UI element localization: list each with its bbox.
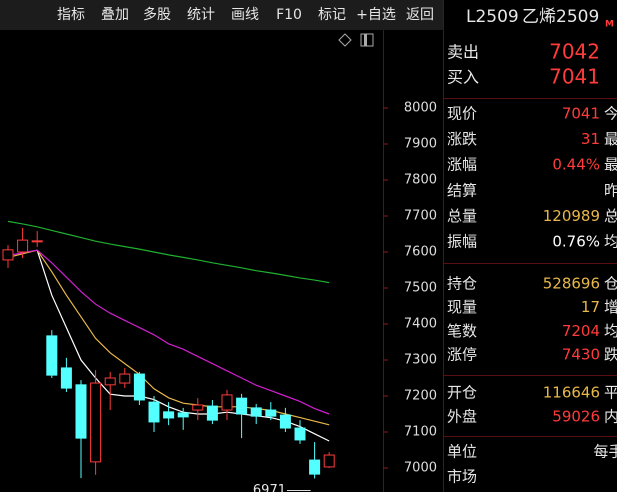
candle-body — [163, 411, 175, 419]
toolbar-button[interactable]: 指标 — [57, 7, 85, 23]
moving-average — [7, 220, 330, 284]
y-tick-label: 7300 — [404, 353, 437, 368]
y-tick-label: 7000 — [404, 461, 437, 476]
quote-value: 0.44% — [552, 156, 600, 174]
candle-body — [60, 367, 72, 389]
y-tick-label: 7900 — [404, 137, 437, 152]
quote-label: 总量 — [447, 207, 477, 225]
candle-body — [46, 335, 58, 376]
candle-body — [221, 394, 233, 411]
candle-body — [104, 377, 116, 386]
quote-label: 现量 — [447, 298, 477, 316]
candle-body — [2, 249, 14, 261]
quote-label: 市场 — [447, 468, 477, 486]
toolbar-button[interactable]: 画线 — [231, 7, 259, 23]
y-tick-label: 8000 — [404, 101, 437, 116]
candle-body — [133, 373, 145, 401]
quote-label: 涨幅 — [447, 156, 477, 174]
quote-value: 528696 — [543, 275, 600, 293]
candle-body — [206, 405, 218, 421]
quote-label: 卖出 — [447, 43, 479, 62]
y-tick-label: 7800 — [404, 173, 437, 188]
quote-label: 增仓 — [604, 298, 617, 316]
quote-label: 笔数 — [447, 322, 477, 340]
toolbar — [0, 0, 443, 30]
quote-label: 仓差 — [604, 275, 617, 293]
candle-body — [192, 404, 204, 411]
toolbar-button[interactable]: F10 — [276, 7, 302, 23]
contract-name: 乙烯2509 — [522, 7, 599, 27]
quote-label: 最低 — [604, 156, 617, 174]
quote-value: 116646 — [543, 384, 600, 402]
quote-label: 振幅 — [447, 233, 477, 251]
quote-label: 均价 — [604, 233, 617, 251]
diamond-icon[interactable] — [338, 33, 352, 47]
y-tick-label: 7600 — [404, 245, 437, 260]
quote-price: 7041 — [549, 65, 600, 89]
candle-body — [31, 240, 43, 243]
toolbar-button[interactable]: 统计 — [187, 7, 215, 23]
quote-label: 买入 — [447, 68, 479, 87]
quote-label: 单位 — [447, 443, 477, 461]
candle-body — [279, 414, 291, 429]
candle-body — [90, 382, 102, 463]
quote-value: 31 — [581, 130, 600, 148]
y-tick-label: 7700 — [404, 209, 437, 224]
quote-label: 最高 — [604, 130, 617, 148]
quote-label: 跌停 — [604, 346, 617, 364]
y-tick-label: 7200 — [404, 389, 437, 404]
candle-body — [17, 239, 29, 253]
quote-label: 内盘 — [604, 408, 617, 426]
toolbar-button[interactable]: +自选 — [356, 7, 396, 23]
quote-price: 7042 — [549, 40, 600, 64]
quote-value: 7204 — [562, 322, 600, 340]
quote-label: 开仓 — [447, 384, 477, 402]
quote-value: 7430 — [562, 346, 600, 364]
candle-body — [265, 409, 277, 417]
candle-body — [309, 459, 321, 475]
y-tick-label: 7100 — [404, 425, 437, 440]
quote-label: 结算 — [447, 181, 477, 199]
quote-label: 平仓 — [604, 384, 617, 402]
candle-body — [177, 412, 189, 418]
y-tick-label: 7500 — [404, 281, 437, 296]
quote-label: 昨结 — [604, 181, 617, 199]
annotation-label: 6971 — [253, 483, 286, 492]
quote-label: 涨停 — [447, 346, 477, 364]
candle-body — [236, 397, 248, 415]
quote-label: 今开 — [604, 105, 617, 123]
toolbar-button[interactable]: 标记 — [318, 7, 346, 23]
quote-label: 均量 — [604, 322, 617, 340]
candle-body — [148, 401, 160, 423]
toolbar-button[interactable]: 返回 — [406, 7, 434, 23]
quote-value: 0.76% — [552, 233, 600, 251]
quote-label: 持仓 — [447, 275, 477, 293]
contract-code: L2509 — [466, 7, 519, 27]
quote-label: 总额 — [604, 207, 617, 225]
candle-body — [294, 427, 306, 441]
quote-value: 7041 — [562, 105, 600, 123]
quote-value: 59026 — [552, 408, 600, 426]
toolbar-button[interactable]: 多股 — [143, 6, 171, 23]
quote-label: 每手5 — [593, 443, 617, 461]
candle-body — [119, 373, 131, 384]
candle-body — [323, 454, 335, 468]
moving-average — [7, 249, 330, 415]
toolbar-button[interactable]: 叠加 — [101, 7, 129, 23]
quote-label: 现价 — [447, 105, 477, 123]
square-icon-bar — [364, 34, 367, 46]
quote-value: 120989 — [543, 207, 600, 225]
y-tick-label: 7400 — [404, 317, 437, 332]
quote-label: 外盘 — [447, 408, 477, 426]
candle-body — [75, 384, 87, 439]
candle-body — [250, 407, 262, 417]
quote-label: 涨跌 — [447, 130, 477, 148]
quote-value: 17 — [581, 298, 600, 316]
badge: M — [605, 20, 614, 30]
